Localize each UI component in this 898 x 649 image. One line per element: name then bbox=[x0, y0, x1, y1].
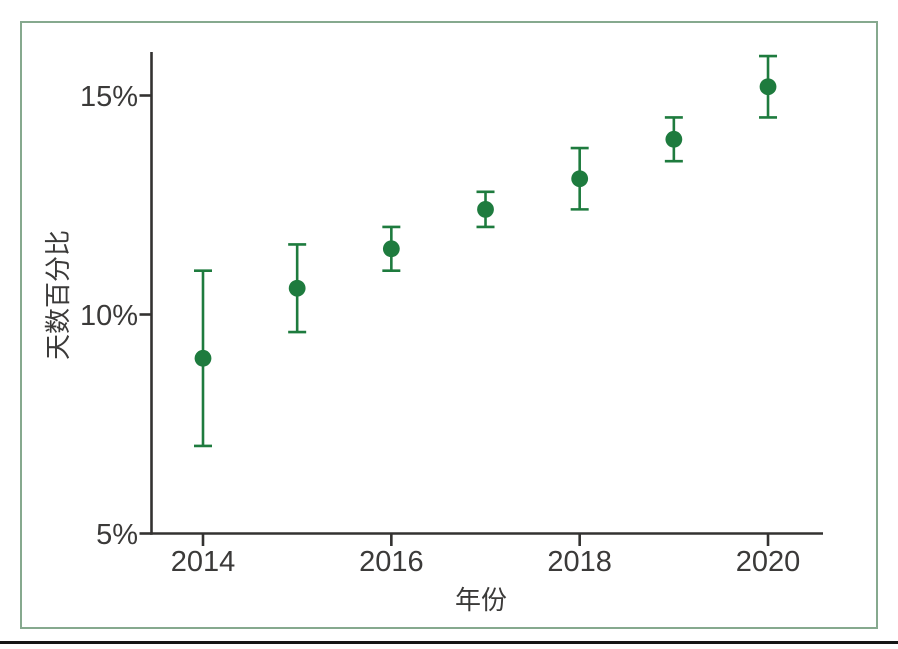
y-tick-label: 15% bbox=[80, 81, 138, 113]
x-axis-title: 年份 bbox=[454, 585, 508, 615]
data-point-2019 bbox=[665, 130, 683, 148]
y-tick-label: 5% bbox=[96, 519, 138, 551]
data-point-2018 bbox=[571, 170, 589, 188]
data-point-2017 bbox=[477, 200, 494, 218]
bottom-rule bbox=[0, 641, 898, 644]
x-tick-label: 2016 bbox=[359, 546, 424, 578]
data-point-2016 bbox=[382, 240, 400, 258]
x-tick-label: 2018 bbox=[547, 546, 612, 578]
y-tick-label: 10% bbox=[80, 300, 138, 332]
data-point-2020 bbox=[759, 78, 777, 96]
x-tick-label: 2014 bbox=[171, 546, 236, 578]
data-point-2015 bbox=[288, 279, 306, 297]
data-point-2014 bbox=[194, 349, 212, 367]
figure-frame bbox=[20, 21, 878, 629]
y-axis-title: 天数百分比 bbox=[43, 229, 73, 361]
x-tick-label: 2020 bbox=[736, 546, 801, 578]
